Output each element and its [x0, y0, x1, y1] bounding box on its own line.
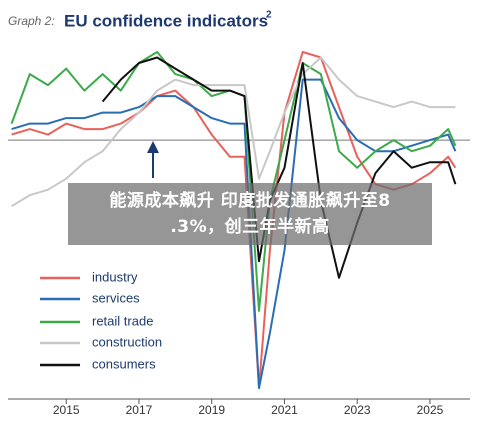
- caption-line: .3%，创三年半新高: [170, 217, 330, 237]
- title-prefix: Graph 2:: [8, 14, 55, 28]
- caption-overlay: 能源成本飙升 印度批发通胀飙升至8 .3%，创三年半新高: [68, 183, 432, 245]
- arrow: [147, 141, 159, 178]
- legend-label: services: [92, 290, 140, 305]
- series-line: [11, 56, 456, 208]
- series-line: [11, 78, 457, 389]
- legend-label: retail trade: [92, 313, 153, 328]
- x-tick-label: 2015: [53, 403, 80, 417]
- arrow-head: [147, 141, 159, 153]
- x-tick-label: 2017: [126, 403, 153, 417]
- x-tick-label: 2025: [417, 403, 444, 417]
- legend-label: construction: [92, 334, 162, 349]
- x-tick-label: 2023: [344, 403, 371, 417]
- title-note: 2: [266, 10, 272, 21]
- caption-line: 能源成本飙升 印度批发通胀飙升至8: [109, 191, 391, 211]
- x-tick-label: 2021: [271, 403, 298, 417]
- chart-title: EU confidence indicators: [64, 11, 268, 30]
- legend-label: industry: [92, 269, 138, 284]
- x-tick-label: 2019: [198, 403, 225, 417]
- legend-label: consumers: [92, 356, 156, 371]
- series-line: [10, 51, 457, 312]
